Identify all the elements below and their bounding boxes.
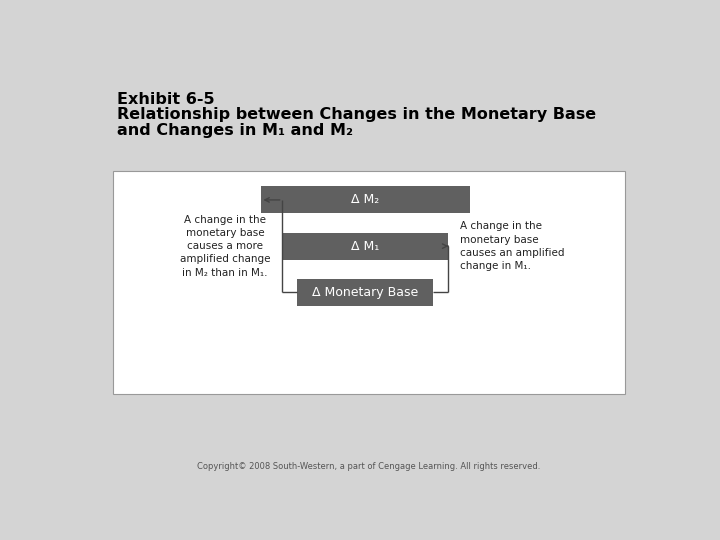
Bar [297, 279, 433, 306]
Text: Exhibit 6-5: Exhibit 6-5 [117, 92, 215, 107]
Bar [113, 171, 625, 394]
Text: Δ M₂: Δ M₂ [351, 193, 379, 206]
Bar [282, 233, 449, 260]
Text: Copyright© 2008 South-Western, a part of Cengage Learning. All rights reserved.: Copyright© 2008 South-Western, a part of… [197, 462, 541, 471]
Bar [261, 186, 469, 213]
Text: Δ M₁: Δ M₁ [351, 240, 379, 253]
Text: A change in the
monetary base
causes a more
amplified change
in M₂ than in M₁.: A change in the monetary base causes a m… [180, 215, 270, 278]
Text: Relationship between Changes in the Monetary Base: Relationship between Changes in the Mone… [117, 107, 596, 122]
Text: Δ Monetary Base: Δ Monetary Base [312, 286, 418, 299]
Text: and Changes in M₁ and M₂: and Changes in M₁ and M₂ [117, 123, 353, 138]
Text: A change in the
monetary base
causes an amplified
change in M₁.: A change in the monetary base causes an … [460, 221, 564, 271]
